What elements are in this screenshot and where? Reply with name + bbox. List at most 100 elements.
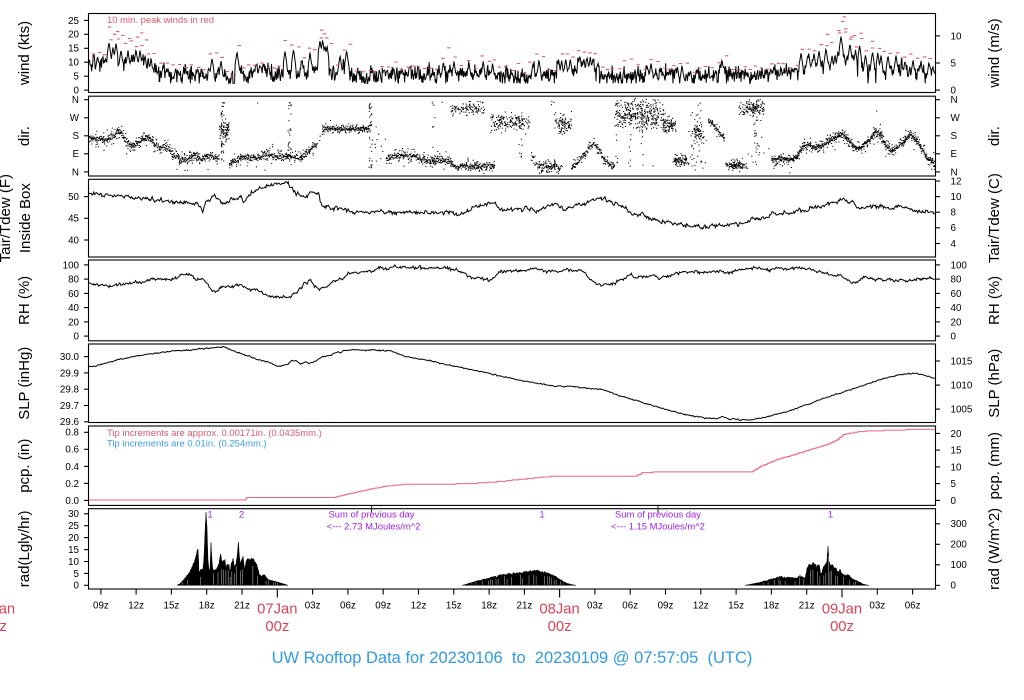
svg-text:06z: 06z	[622, 601, 638, 612]
svg-text:1015: 1015	[951, 356, 973, 367]
svg-text:80: 80	[951, 275, 962, 286]
svg-text:0: 0	[74, 581, 80, 592]
svg-text:60: 60	[68, 289, 79, 300]
svg-text:1: 1	[539, 510, 544, 521]
svg-text:<--- 2.73 MJoules/m^2: <--- 2.73 MJoules/m^2	[327, 522, 421, 533]
svg-text:<--- 1.15 MJoules/m^2: <--- 1.15 MJoules/m^2	[611, 522, 705, 533]
svg-text:15: 15	[68, 545, 79, 556]
svg-text:N: N	[951, 95, 958, 106]
svg-text:18z: 18z	[199, 601, 215, 612]
svg-text:0: 0	[951, 86, 957, 97]
svg-text:10: 10	[951, 462, 962, 473]
svg-text:0.6: 0.6	[65, 445, 79, 456]
svg-text:0: 0	[74, 332, 80, 343]
svg-text:wind (m/s): wind (m/s)	[986, 18, 1003, 88]
svg-text:15z: 15z	[164, 601, 180, 612]
svg-text:pcp. (mm): pcp. (mm)	[986, 432, 1003, 500]
svg-text:4: 4	[951, 239, 957, 250]
svg-text:SLP (inHg): SLP (inHg)	[16, 347, 33, 420]
svg-text:6: 6	[951, 223, 957, 234]
svg-text:18z: 18z	[481, 601, 497, 612]
svg-text:10: 10	[68, 557, 79, 568]
svg-text:12z: 12z	[411, 601, 427, 612]
svg-text:12z: 12z	[128, 601, 144, 612]
svg-text:E: E	[951, 149, 958, 160]
svg-text:20: 20	[68, 317, 79, 328]
svg-text:40: 40	[68, 235, 79, 246]
svg-text:RH (%): RH (%)	[986, 276, 1003, 325]
svg-text:09z: 09z	[375, 601, 391, 612]
svg-text:09Jan: 09Jan	[822, 602, 862, 618]
svg-text:1005: 1005	[951, 405, 973, 416]
svg-text:03z: 03z	[587, 601, 603, 612]
svg-text:Inside Box: Inside Box	[17, 183, 34, 254]
svg-text:15: 15	[68, 44, 79, 55]
svg-text:25: 25	[68, 521, 79, 532]
svg-text:10: 10	[68, 58, 79, 69]
svg-text:15z: 15z	[728, 601, 744, 612]
svg-text:Tair/Tdew (F): Tair/Tdew (F)	[0, 174, 14, 262]
svg-text:29.7: 29.7	[60, 401, 79, 412]
svg-text:5: 5	[74, 72, 80, 83]
svg-text:S: S	[951, 131, 958, 142]
svg-text:dir.: dir.	[16, 126, 33, 146]
svg-text:S: S	[72, 131, 79, 142]
svg-text:dir.: dir.	[986, 126, 1003, 146]
svg-text:09z: 09z	[93, 601, 109, 612]
svg-text:03z: 03z	[869, 601, 885, 612]
svg-text:W: W	[70, 113, 80, 124]
svg-text:07Jan: 07Jan	[257, 602, 297, 618]
svg-text:rad(Lgly/hr): rad(Lgly/hr)	[16, 510, 33, 587]
svg-text:30: 30	[68, 509, 79, 520]
svg-text:08Jan: 08Jan	[539, 602, 579, 618]
svg-text:N: N	[72, 167, 79, 178]
svg-text:00z: 00z	[265, 619, 289, 635]
svg-text:06z: 06z	[905, 601, 921, 612]
svg-text:15z: 15z	[446, 601, 462, 612]
svg-text:10: 10	[951, 31, 962, 42]
svg-text:8: 8	[951, 208, 957, 219]
svg-text:rad (W/m^2): rad (W/m^2)	[986, 508, 1003, 590]
svg-text:300: 300	[951, 519, 968, 530]
svg-text:80: 80	[68, 275, 79, 286]
svg-text:Sum of previous day: Sum of previous day	[328, 510, 414, 521]
svg-text:200: 200	[951, 540, 968, 551]
svg-text:SLP (hPa): SLP (hPa)	[986, 349, 1003, 418]
svg-text:20: 20	[68, 533, 79, 544]
svg-text:29.8: 29.8	[60, 385, 80, 396]
svg-text:40: 40	[68, 303, 79, 314]
svg-text:N: N	[951, 167, 958, 178]
svg-text:2: 2	[239, 510, 244, 521]
svg-text:RH (%): RH (%)	[16, 276, 33, 325]
svg-text:10 min. peak winds in red: 10 min. peak winds in red	[107, 15, 214, 26]
svg-text:40: 40	[951, 303, 962, 314]
svg-text:Tip increments are 0.01in. (0.: Tip increments are 0.01in. (0.254mm.)	[107, 439, 267, 450]
svg-text:100: 100	[63, 260, 80, 271]
svg-text:15: 15	[951, 446, 962, 457]
svg-text:5: 5	[951, 58, 957, 69]
svg-text:03z: 03z	[305, 601, 321, 612]
svg-text:29.6: 29.6	[60, 417, 80, 428]
svg-text:100: 100	[951, 260, 968, 271]
svg-text:20: 20	[951, 429, 962, 440]
svg-text:0.8: 0.8	[65, 428, 79, 439]
svg-text:N: N	[72, 95, 79, 106]
svg-text:0.0: 0.0	[65, 496, 79, 507]
svg-text:00z: 00z	[830, 619, 854, 635]
svg-text:E: E	[72, 149, 79, 160]
svg-text:Tair/Tdew (C): Tair/Tdew (C)	[986, 173, 1003, 263]
svg-text:29.9: 29.9	[60, 368, 79, 379]
svg-text:18z: 18z	[764, 601, 780, 612]
svg-text:Tip increments are approx. 0.0: Tip increments are approx. 0.00171in. (0…	[107, 428, 322, 439]
svg-text:1: 1	[828, 510, 833, 521]
svg-text:00z: 00z	[0, 619, 7, 635]
svg-text:60: 60	[951, 289, 962, 300]
svg-text:06z: 06z	[340, 601, 356, 612]
svg-text:0: 0	[951, 581, 957, 592]
svg-text:wind (kts): wind (kts)	[16, 21, 33, 86]
svg-text:45: 45	[68, 214, 79, 225]
svg-text:0.4: 0.4	[65, 462, 79, 473]
svg-text:0: 0	[951, 332, 957, 343]
svg-text:00z: 00z	[548, 619, 572, 635]
svg-text:W: W	[951, 113, 961, 124]
